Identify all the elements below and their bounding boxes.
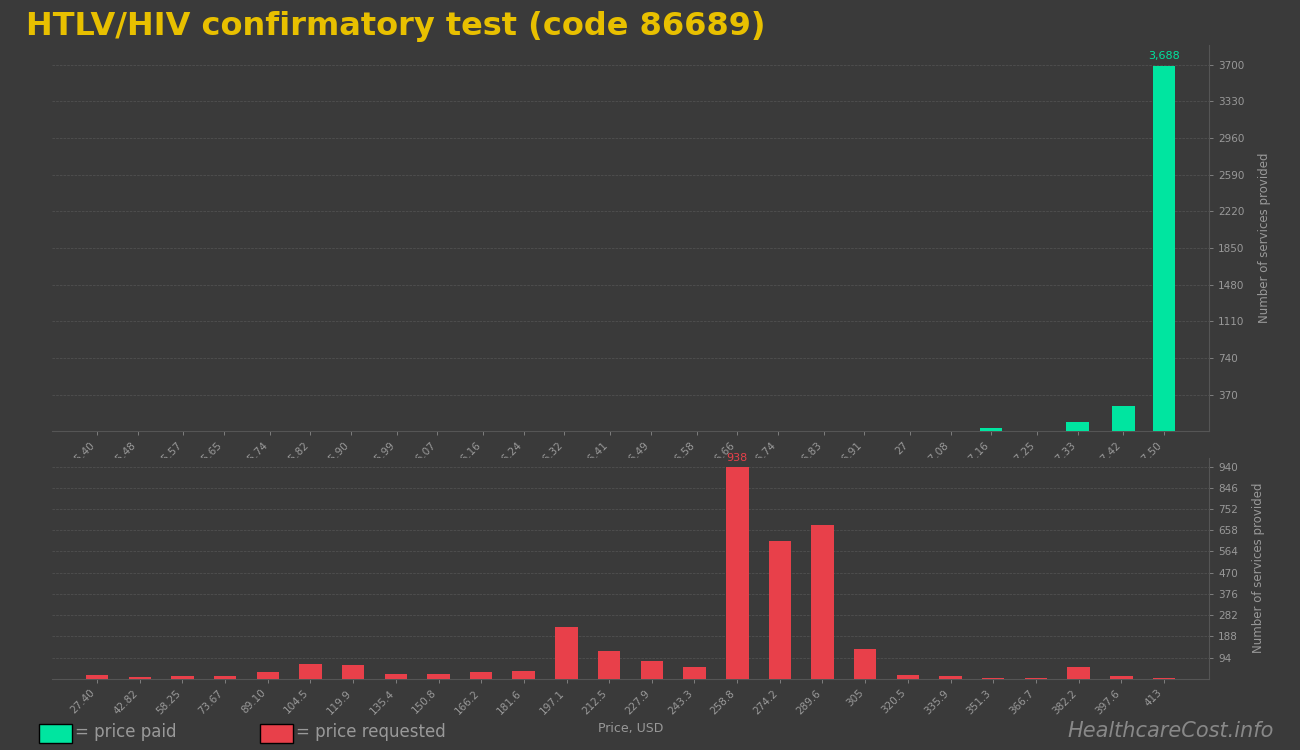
Bar (385, 674, 407, 679)
Text: HTLV/HIV confirmatory test (code 86689): HTLV/HIV confirmatory test (code 86689) (26, 11, 766, 42)
Bar (555, 627, 578, 679)
Text: 3,688: 3,688 (1148, 51, 1179, 61)
Bar (172, 676, 194, 679)
Bar (1153, 677, 1175, 679)
Bar (854, 650, 876, 679)
Bar (469, 673, 493, 679)
Text: HealthcareCost.info: HealthcareCost.info (1067, 721, 1274, 741)
Bar (940, 676, 962, 679)
Bar (129, 677, 151, 679)
Bar (982, 677, 1005, 679)
Bar (1067, 668, 1089, 679)
Bar (342, 665, 364, 679)
Bar (768, 541, 792, 679)
Y-axis label: Number of services provided: Number of services provided (1258, 153, 1271, 323)
Bar (256, 672, 280, 679)
Bar (897, 675, 919, 679)
Bar (598, 650, 620, 679)
Bar (725, 467, 749, 679)
Bar (1112, 406, 1135, 431)
Bar (1024, 677, 1046, 679)
Bar (1066, 422, 1089, 431)
X-axis label: Price, USD: Price, USD (598, 722, 663, 734)
Text: 938: 938 (727, 453, 747, 463)
Text: = price paid: = price paid (75, 723, 177, 741)
Bar (1153, 66, 1175, 431)
Text: = price requested: = price requested (296, 723, 446, 741)
Bar (641, 661, 663, 679)
Bar (86, 675, 108, 679)
Bar (512, 670, 536, 679)
Bar (980, 428, 1002, 431)
Y-axis label: Number of services provided: Number of services provided (1252, 483, 1265, 653)
Bar (299, 664, 321, 679)
Bar (214, 676, 237, 679)
Bar (1110, 676, 1132, 679)
X-axis label: Price, USD: Price, USD (598, 474, 663, 487)
Bar (682, 668, 706, 679)
Bar (428, 674, 450, 679)
Bar (811, 525, 833, 679)
